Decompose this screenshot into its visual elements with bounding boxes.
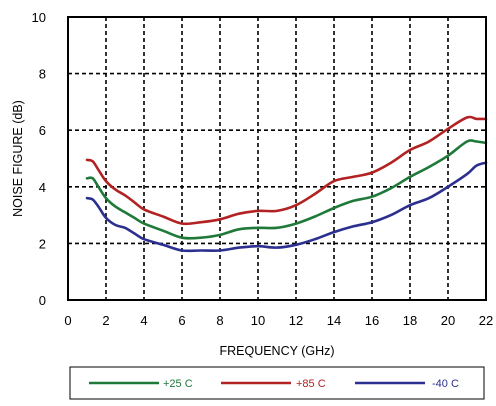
series-line-1 bbox=[85, 115, 488, 226]
x-tick-label: 12 bbox=[289, 313, 303, 328]
series-line-0 bbox=[85, 139, 488, 240]
plot-frame bbox=[67, 16, 487, 301]
x-tick-label: 8 bbox=[216, 313, 223, 328]
y-tick-label: 4 bbox=[39, 180, 46, 195]
legend: +25 C +85 C -40 C bbox=[89, 378, 459, 390]
x-tick-label: 2 bbox=[102, 313, 109, 328]
x-tick-label: 4 bbox=[140, 313, 147, 328]
x-tick-label: 18 bbox=[403, 313, 417, 328]
x-tick-label: 6 bbox=[178, 313, 185, 328]
y-tick-label: 2 bbox=[39, 236, 46, 251]
legend-label-1: +85 C bbox=[296, 378, 326, 390]
x-axis-label: FREQUENCY (GHz) bbox=[219, 344, 334, 358]
y-tick-label: 0 bbox=[39, 293, 46, 308]
series-line-2 bbox=[85, 161, 488, 253]
y-tick-label: 10 bbox=[32, 10, 46, 25]
y-tick-labels: 0 2 4 6 8 10 bbox=[32, 10, 46, 308]
series-lines bbox=[85, 115, 488, 253]
y-axis-label: NOISE FIGURE (dB) bbox=[11, 100, 25, 217]
legend-label-2: -40 C bbox=[432, 378, 459, 390]
x-tick-label: 10 bbox=[251, 313, 265, 328]
x-tick-label: 16 bbox=[365, 313, 379, 328]
legend-label-0: +25 C bbox=[163, 378, 193, 390]
grid-lines bbox=[68, 17, 486, 300]
x-tick-labels: 0 2 4 6 8 10 12 14 16 18 20 22 bbox=[64, 313, 493, 328]
x-tick-label: 14 bbox=[327, 313, 341, 328]
x-tick-label: 22 bbox=[479, 313, 493, 328]
y-tick-label: 6 bbox=[39, 123, 46, 138]
x-tick-label: 0 bbox=[64, 313, 71, 328]
y-tick-label: 8 bbox=[39, 67, 46, 82]
x-tick-label: 20 bbox=[441, 313, 455, 328]
